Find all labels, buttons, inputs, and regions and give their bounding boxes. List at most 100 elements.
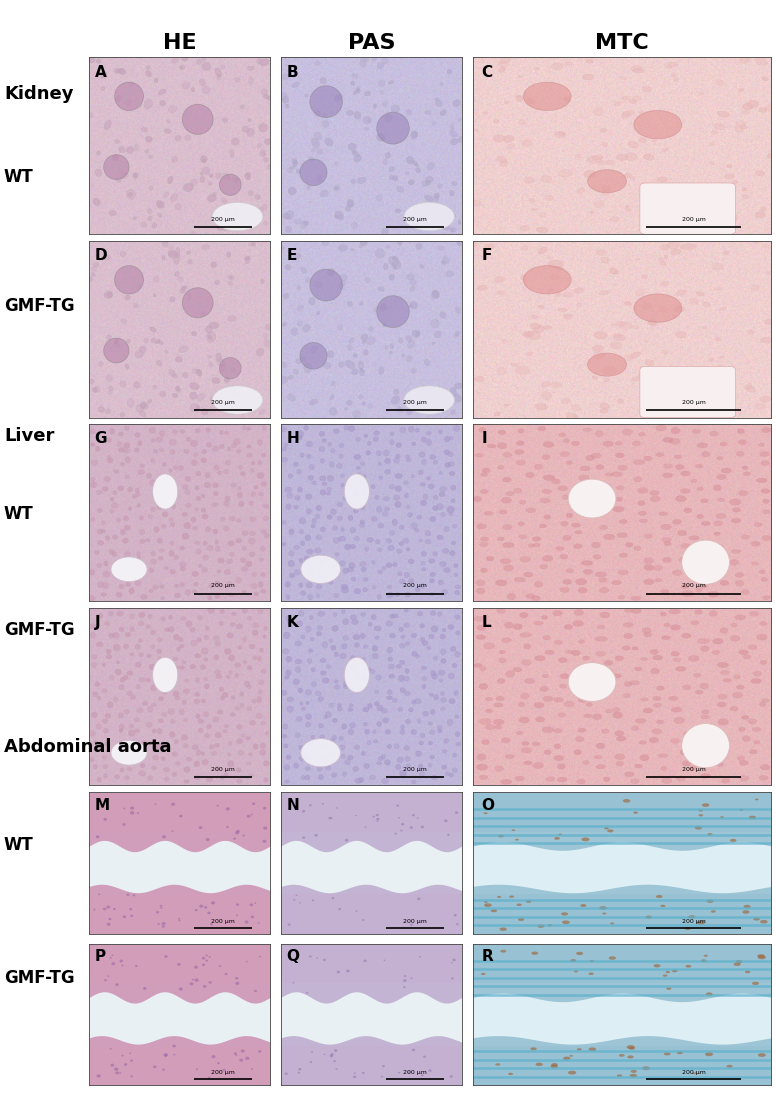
Ellipse shape (674, 455, 682, 459)
Ellipse shape (518, 429, 524, 433)
Ellipse shape (369, 775, 376, 780)
Text: B: B (286, 64, 298, 80)
Ellipse shape (178, 346, 189, 352)
Ellipse shape (231, 138, 239, 145)
Ellipse shape (542, 635, 550, 640)
Ellipse shape (306, 625, 311, 632)
Ellipse shape (263, 334, 268, 338)
Ellipse shape (480, 666, 487, 671)
Ellipse shape (411, 368, 417, 373)
Ellipse shape (249, 551, 255, 557)
Ellipse shape (730, 635, 740, 641)
Ellipse shape (656, 686, 664, 691)
Ellipse shape (444, 738, 449, 744)
Ellipse shape (405, 642, 410, 645)
Ellipse shape (159, 448, 164, 452)
Ellipse shape (410, 302, 417, 308)
Ellipse shape (262, 151, 265, 156)
Ellipse shape (173, 656, 178, 661)
Circle shape (203, 985, 206, 988)
Ellipse shape (382, 512, 388, 516)
Ellipse shape (234, 210, 239, 215)
Circle shape (135, 965, 137, 967)
Ellipse shape (739, 650, 748, 654)
Ellipse shape (388, 545, 394, 550)
Ellipse shape (341, 754, 345, 759)
Ellipse shape (137, 551, 140, 556)
Ellipse shape (256, 348, 264, 356)
Text: PAS: PAS (348, 33, 396, 53)
Ellipse shape (304, 556, 310, 562)
Ellipse shape (365, 451, 371, 455)
Circle shape (209, 956, 211, 958)
Circle shape (314, 834, 318, 836)
Ellipse shape (191, 179, 197, 186)
Ellipse shape (315, 110, 320, 116)
Ellipse shape (309, 157, 314, 161)
Circle shape (130, 1075, 133, 1077)
Ellipse shape (518, 703, 525, 707)
Ellipse shape (393, 265, 397, 270)
Ellipse shape (476, 580, 485, 586)
Ellipse shape (310, 743, 314, 746)
Ellipse shape (140, 346, 146, 352)
Ellipse shape (689, 536, 699, 540)
Ellipse shape (397, 407, 403, 412)
Ellipse shape (345, 408, 348, 410)
Ellipse shape (613, 334, 622, 338)
Circle shape (302, 810, 306, 812)
Circle shape (202, 957, 205, 959)
Ellipse shape (235, 77, 241, 83)
Ellipse shape (747, 330, 753, 335)
Ellipse shape (282, 649, 289, 654)
Ellipse shape (654, 210, 659, 212)
Ellipse shape (747, 386, 756, 392)
Circle shape (228, 180, 233, 185)
Ellipse shape (476, 588, 485, 594)
Ellipse shape (335, 211, 343, 219)
Circle shape (106, 166, 111, 171)
Circle shape (119, 165, 123, 170)
Ellipse shape (192, 745, 199, 750)
Ellipse shape (696, 743, 706, 748)
Ellipse shape (311, 735, 315, 738)
Ellipse shape (314, 133, 322, 140)
Ellipse shape (197, 615, 203, 620)
Ellipse shape (246, 736, 251, 740)
Ellipse shape (702, 451, 710, 457)
Ellipse shape (102, 765, 108, 769)
Circle shape (355, 911, 358, 912)
Ellipse shape (430, 579, 435, 583)
Ellipse shape (121, 318, 127, 324)
Ellipse shape (494, 725, 502, 729)
Circle shape (660, 905, 666, 907)
Ellipse shape (518, 535, 527, 539)
Ellipse shape (159, 431, 165, 436)
Ellipse shape (157, 201, 165, 209)
Ellipse shape (349, 723, 355, 728)
Ellipse shape (571, 685, 580, 690)
Ellipse shape (134, 728, 140, 733)
Ellipse shape (189, 382, 199, 390)
Ellipse shape (716, 513, 726, 518)
Ellipse shape (296, 169, 300, 173)
Circle shape (666, 988, 671, 990)
Ellipse shape (289, 550, 294, 556)
Ellipse shape (247, 453, 252, 457)
Ellipse shape (295, 641, 302, 646)
Ellipse shape (305, 775, 310, 780)
Text: H: H (286, 431, 299, 446)
Text: 200 μm: 200 μm (211, 400, 235, 404)
Ellipse shape (141, 222, 147, 228)
Circle shape (226, 181, 227, 183)
Ellipse shape (694, 555, 704, 561)
Ellipse shape (759, 107, 767, 113)
Ellipse shape (710, 233, 715, 235)
Ellipse shape (405, 669, 409, 673)
Ellipse shape (182, 286, 185, 290)
Ellipse shape (206, 725, 211, 729)
Ellipse shape (438, 670, 445, 675)
Ellipse shape (202, 450, 206, 454)
Ellipse shape (177, 388, 181, 392)
Ellipse shape (230, 276, 234, 281)
